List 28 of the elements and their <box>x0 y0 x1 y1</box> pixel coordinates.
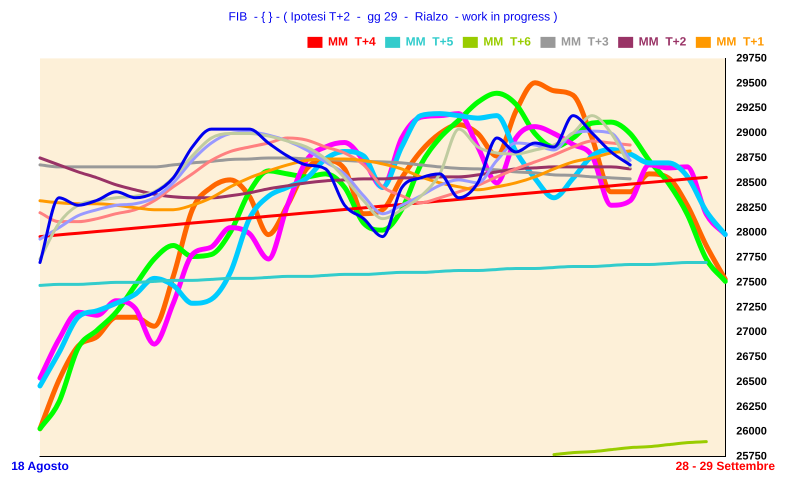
legend-label: MM T+5 <box>406 34 454 49</box>
y-tick-label: 29000 <box>736 127 767 140</box>
y-tick-label: 29250 <box>736 102 767 114</box>
y-tick-label: 27500 <box>736 276 767 288</box>
y-tick-label: 26750 <box>736 351 767 364</box>
y-tick-label: 27000 <box>736 326 767 338</box>
legend-label: MM T+2 <box>638 34 687 49</box>
y-tick-label: 26250 <box>736 400 767 413</box>
x-tick-label: 28 - 29 Settembre <box>676 459 776 474</box>
legend-label: MM T+6 <box>483 34 532 49</box>
line-series <box>38 260 708 287</box>
legend-label: MM T+4 <box>328 34 376 49</box>
legend-label: MM T+3 <box>560 34 609 49</box>
y-tick-label: 26000 <box>736 426 767 438</box>
y-tick-label: 28250 <box>736 202 767 214</box>
y-tick-label: 28500 <box>736 176 767 189</box>
y-tick-label: 28000 <box>736 226 767 239</box>
y-tick-label: 29500 <box>736 77 767 90</box>
line-series <box>552 440 708 456</box>
y-tick-label: 29750 <box>736 52 767 64</box>
y-tick-label: 28750 <box>736 152 767 164</box>
legend-label: MM T+1 <box>716 34 764 49</box>
line-series <box>38 176 708 238</box>
y-tick-label: 27750 <box>736 252 767 264</box>
chart-title: FIB - { } - ( Ipotesi T+2 - gg 29 - Rialzo - work in progress ) <box>228 10 558 24</box>
x-tick-label: 18 Agosto <box>11 459 69 474</box>
y-tick-label: 27250 <box>736 301 767 314</box>
y-tick-label: 26500 <box>736 376 767 388</box>
